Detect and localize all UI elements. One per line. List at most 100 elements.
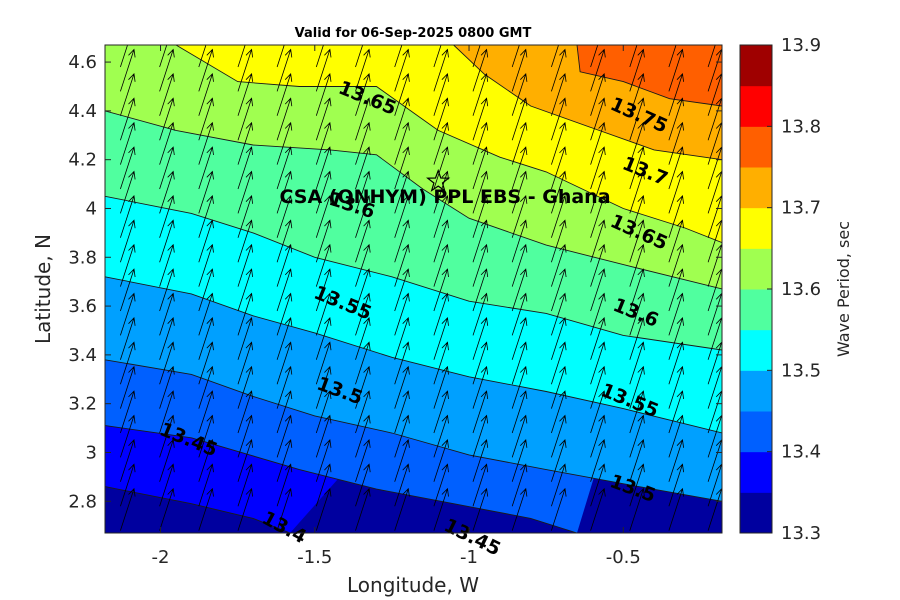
colorbar-segment — [740, 167, 772, 209]
wave-direction-arrow — [394, 365, 410, 409]
x-axis-ticks: -2 -1.5 -1 -0.5 — [152, 45, 641, 568]
wave-direction-arrow — [590, 268, 606, 312]
plot-frame — [104, 44, 723, 534]
wave-direction-arrow — [629, 243, 645, 287]
wave-direction-arrow — [551, 317, 567, 360]
wave-direction-arrow — [237, 341, 253, 385]
wave-direction-arrow — [551, 146, 567, 190]
wave-direction-arrow — [355, 487, 371, 531]
wave-direction-arrow — [315, 463, 332, 507]
wave-direction-arrow — [629, 365, 645, 409]
wave-direction-arrow — [668, 48, 684, 92]
wave-direction-arrow — [276, 341, 293, 385]
wave-direction-arrow — [668, 170, 684, 214]
wave-direction-arrow — [629, 487, 645, 531]
wave-direction-arrow — [433, 121, 449, 165]
plot-area — [105, 45, 722, 533]
wave-direction-arrow — [198, 73, 214, 116]
wave-direction-arrow — [590, 170, 606, 214]
wave-direction-arrow — [629, 146, 645, 190]
wave-direction-arrow — [629, 195, 645, 238]
wave-direction-arrow — [315, 219, 332, 263]
wave-direction-arrow — [159, 219, 175, 263]
wave-direction-arrow — [198, 268, 214, 312]
wave-direction-arrow — [120, 219, 136, 263]
wave-direction-arrow — [511, 463, 528, 507]
wave-direction-arrow — [198, 195, 214, 238]
wave-direction-arrow — [198, 439, 214, 482]
wave-direction-arrow — [394, 317, 410, 360]
wave-direction-arrow — [198, 146, 214, 190]
wave-direction-arrow — [394, 48, 410, 92]
wave-direction-arrow — [159, 195, 175, 238]
wave-direction-arrow — [198, 170, 214, 214]
wave-direction-arrow — [276, 146, 293, 190]
wave-direction-arrow — [237, 97, 253, 141]
wave-direction-arrow — [120, 45, 128, 68]
y-tick-label: 3.6 — [68, 296, 97, 317]
wave-direction-arrow — [551, 463, 567, 507]
wave-direction-arrow — [668, 45, 677, 68]
wave-direction-arrow — [315, 487, 332, 531]
colorbar-segment — [740, 207, 772, 249]
contour-line — [576, 45, 722, 107]
wave-direction-arrow — [237, 487, 253, 531]
wave-direction-arrow — [511, 439, 528, 482]
wave-direction-arrow — [668, 365, 684, 409]
wave-direction-arrow — [394, 463, 410, 507]
wave-direction-arrow — [590, 317, 606, 360]
wave-direction-arrow — [472, 439, 489, 482]
wave-direction-arrow — [276, 97, 293, 141]
wave-direction-arrow — [120, 487, 136, 531]
wave-direction-arrow — [237, 317, 253, 360]
wave-direction-arrow — [511, 243, 528, 287]
wave-direction-arrow — [551, 48, 567, 92]
wave-direction-arrow — [394, 292, 410, 336]
wave-direction-arrow — [551, 439, 567, 482]
wave-direction-arrow — [276, 463, 293, 507]
colorbar-segment — [740, 248, 772, 290]
wave-direction-arrow — [120, 414, 136, 458]
wave-direction-arrow — [120, 73, 136, 116]
wave-direction-arrow — [590, 73, 606, 116]
wave-direction-arrow — [472, 45, 481, 68]
wave-direction-arrow — [511, 170, 528, 214]
x-axis-label: Longitude, W — [347, 573, 479, 597]
wave-direction-arrow — [237, 414, 253, 458]
wave-direction-arrow — [276, 195, 293, 238]
wave-direction-arrow — [668, 146, 684, 190]
wave-direction-arrow — [551, 170, 567, 214]
colorbar-tick-label: 13.3 — [781, 523, 821, 544]
wave-direction-arrow — [511, 195, 528, 238]
contour-line — [105, 425, 578, 533]
wave-direction-arrow — [159, 317, 175, 360]
wave-direction-arrow — [629, 341, 645, 385]
wave-direction-arrow — [276, 170, 293, 214]
wave-direction-arrow — [120, 341, 136, 385]
wave-direction-arrow — [668, 73, 684, 116]
wave-direction-arrow — [237, 390, 253, 434]
wave-direction-arrow — [198, 48, 214, 92]
wave-direction-arrow — [511, 365, 528, 409]
colorbar-label: Wave Period, sec — [834, 221, 853, 357]
wave-direction-arrow — [120, 268, 136, 312]
colorbar-segment — [740, 126, 772, 168]
wave-direction-arrow — [120, 317, 136, 360]
wave-direction-arrow — [315, 45, 324, 68]
wave-direction-arrow — [120, 390, 136, 434]
wave-direction-arrow — [511, 268, 528, 312]
wave-direction-arrow — [159, 341, 175, 385]
wave-direction-arrow — [590, 341, 606, 385]
wave-direction-arrow — [551, 292, 567, 336]
wave-direction-arrow — [590, 195, 606, 238]
wave-direction-arrow — [472, 73, 489, 116]
wave-direction-arrow — [433, 73, 449, 116]
wave-direction-arrow — [590, 121, 606, 165]
wave-direction-arrow — [551, 195, 567, 238]
wave-direction-arrow — [629, 121, 645, 165]
wave-direction-arrow — [511, 414, 528, 458]
y-tick-label: 4.2 — [68, 150, 97, 171]
wave-direction-arrow — [315, 341, 332, 385]
wave-direction-arrow — [629, 414, 645, 458]
